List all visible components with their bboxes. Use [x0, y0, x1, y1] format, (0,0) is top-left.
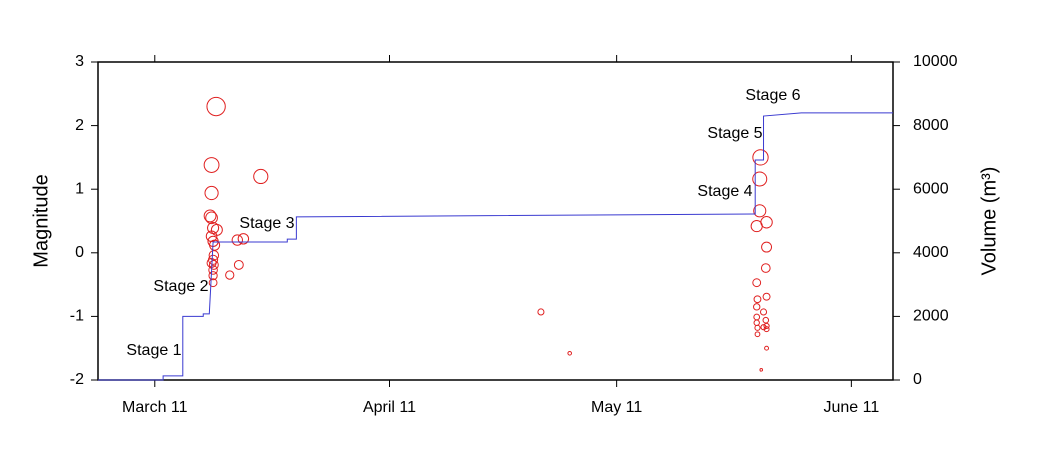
y2-tick-label: 0	[913, 371, 922, 388]
event-marker	[752, 278, 762, 288]
y2-tick-label: 4000	[913, 244, 949, 261]
event-marker	[759, 368, 764, 372]
x-tick-label: March 11	[122, 399, 188, 416]
y2-axis-label: Volume (m³)	[978, 167, 1000, 276]
event-marker	[225, 270, 235, 280]
event-marker	[237, 233, 250, 245]
event-marker	[204, 185, 219, 201]
y-tick-label: 2	[75, 117, 84, 134]
stage-label: Stage 2	[153, 278, 208, 295]
y2-tick-label: 8000	[913, 117, 949, 134]
event-marker	[753, 204, 767, 218]
event-marker	[760, 216, 773, 229]
event-marker	[231, 234, 243, 246]
event-marker	[203, 157, 220, 173]
event-marker	[764, 345, 770, 351]
y-tick-label: -1	[70, 308, 84, 325]
event-marker	[761, 241, 773, 253]
stage-label: Stage 4	[697, 183, 752, 200]
event-marker	[752, 171, 768, 187]
stage-label: Stage 1	[126, 342, 181, 359]
event-marker	[754, 324, 761, 331]
event-marker	[753, 313, 761, 321]
event-marker	[208, 265, 218, 275]
x-tick-label: May 11	[591, 399, 642, 416]
y-axis-label: Magnitude	[30, 174, 52, 267]
y-tick-label: -2	[70, 371, 84, 388]
event-marker	[753, 295, 762, 304]
x-tick-label: April 11	[363, 399, 416, 416]
event-marker	[760, 263, 771, 273]
event-marker	[752, 149, 769, 166]
event-marker	[206, 96, 226, 117]
event-marker	[762, 292, 771, 301]
event-marker	[760, 324, 767, 331]
event-marker	[753, 303, 761, 311]
stage-label: Stage 5	[707, 125, 762, 142]
stage-label: Stage 3	[239, 215, 294, 232]
volume-line	[98, 112, 893, 381]
event-marker	[210, 223, 223, 236]
event-marker	[208, 271, 218, 281]
event-marker	[753, 319, 760, 326]
event-marker	[759, 308, 768, 316]
event-marker	[567, 350, 572, 356]
event-marker	[537, 308, 545, 316]
event-marker	[754, 331, 761, 338]
event-marker	[203, 209, 217, 223]
y2-tick-label: 2000	[913, 308, 949, 325]
y2-tick-label: 10000	[913, 53, 958, 70]
event-marker	[233, 259, 244, 270]
y-tick-label: 1	[75, 180, 84, 197]
y-tick-label: 3	[75, 53, 84, 70]
event-marker	[208, 278, 218, 288]
event-marker	[253, 168, 269, 185]
event-marker	[208, 259, 219, 270]
plot-frame	[97, 61, 894, 381]
y-tick-label: 0	[75, 244, 84, 261]
event-marker	[205, 211, 218, 225]
y2-tick-label: 6000	[913, 180, 949, 197]
stage-label: Stage 6	[745, 87, 800, 104]
event-marker	[762, 316, 770, 324]
event-marker	[763, 322, 770, 330]
x-tick-label: June 11	[823, 399, 879, 416]
event-marker	[763, 326, 770, 333]
